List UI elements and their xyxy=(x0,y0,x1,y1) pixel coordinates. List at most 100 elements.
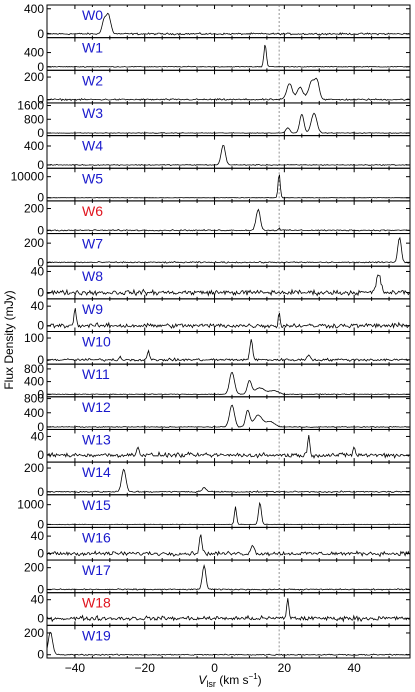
y-tick-label: 40 xyxy=(31,593,45,607)
spectrum-line xyxy=(46,563,410,591)
y-tick-label: 0 xyxy=(37,27,44,41)
spectrum-panel: 0 400 W4 xyxy=(24,135,411,172)
y-tick-label: 0 xyxy=(37,485,44,499)
y-tick-label: 800 xyxy=(24,392,44,406)
y-tick-label: 400 xyxy=(24,2,44,16)
panel-label: W7 xyxy=(82,236,103,252)
y-tick-label: 0 xyxy=(37,286,44,300)
spectrum-panel: 0 200 W19 xyxy=(24,624,411,662)
y-tick-label: 200 xyxy=(24,561,44,575)
y-tick-label: 0 xyxy=(37,611,44,625)
y-tick-label: 200 xyxy=(24,461,44,475)
spectrum-line xyxy=(46,371,410,396)
y-tick-label: 0 xyxy=(37,547,44,561)
y-tick-label: 800 xyxy=(24,362,44,376)
spectrum-panel: 0 200 W17 xyxy=(24,559,411,596)
spectrum-line xyxy=(46,144,410,166)
panel-label: W3 xyxy=(82,105,103,121)
spectrum-panel: 0 40 W9 xyxy=(31,298,411,333)
y-tick-label: 200 xyxy=(24,70,44,84)
panel-label: W15 xyxy=(82,497,111,513)
x-axis-label: Vlsr (km s−1) xyxy=(198,672,261,689)
spectrum-panel: 0 40 W16 xyxy=(31,526,411,561)
spectrum-panel: 0 40 W13 xyxy=(31,428,411,463)
y-tick-label: 200 xyxy=(24,626,44,640)
y-tick-label: 0 xyxy=(37,582,44,596)
y-tick-label: 40 xyxy=(31,529,45,543)
panel-label: W12 xyxy=(82,399,111,415)
y-tick-label: 1000 xyxy=(17,498,44,512)
panel-label: W5 xyxy=(82,170,103,186)
y-tick-label: 0 xyxy=(37,93,44,107)
y-tick-label: 1600 xyxy=(17,99,44,113)
spectrum-panel: 0 200 W6 xyxy=(24,200,411,237)
spectrum-panel: 0 200 W7 xyxy=(24,233,411,269)
y-axis-label: Flux Density (mJy) xyxy=(2,290,16,389)
panel-label: W1 xyxy=(82,40,103,56)
panel-label: W0 xyxy=(82,7,103,23)
x-tick-label: 20 xyxy=(278,661,292,675)
y-tick-label: 0 xyxy=(37,223,44,237)
y-tick-label: 0 xyxy=(37,420,44,434)
panel-label: W14 xyxy=(82,464,111,480)
y-tick-label: 0 xyxy=(37,387,44,401)
panel-label: W16 xyxy=(82,529,111,545)
spectrum-line xyxy=(46,174,410,199)
spectrum-line xyxy=(46,534,410,558)
spectrum-line xyxy=(46,404,410,428)
y-tick-label: 100 xyxy=(24,331,44,345)
spectrum-line xyxy=(46,598,410,623)
spectrum-line xyxy=(46,468,410,494)
y-tick-label: 0 xyxy=(37,648,44,662)
y-tick-label: 400 xyxy=(24,406,44,420)
spectrum-panel: 0 200 W2 xyxy=(24,69,411,107)
spectrum-line xyxy=(46,77,410,102)
spectrum-line xyxy=(47,501,410,526)
spectrum-line xyxy=(46,339,410,362)
spectrum-line xyxy=(47,112,410,134)
x-tick-label: −20 xyxy=(135,661,156,675)
x-tick-label: 0 xyxy=(211,661,218,675)
y-tick-label: 400 xyxy=(24,139,44,153)
panel-label: W4 xyxy=(82,138,103,154)
y-tick-label: 0 xyxy=(37,126,44,140)
panel-label: W13 xyxy=(82,431,111,447)
spectrum-panel: 0 40 W18 xyxy=(31,592,411,626)
spectrum-line xyxy=(46,236,410,264)
panel-label: W17 xyxy=(82,562,111,578)
y-tick-label: 800 xyxy=(24,112,44,126)
x-axis-label-close: ) xyxy=(258,673,262,687)
spectrum-line xyxy=(46,434,410,459)
y-tick-label: 40 xyxy=(31,429,45,443)
y-tick-label: 0 xyxy=(37,517,44,531)
spectrum-line xyxy=(46,631,410,657)
panel-label: W19 xyxy=(82,627,111,643)
y-tick-label: 0 xyxy=(37,319,44,333)
panel-label: W8 xyxy=(82,268,103,284)
spectrum-panel: 0 400 W0 xyxy=(24,2,411,41)
y-tick-label: 40 xyxy=(31,264,45,278)
spectrum-line xyxy=(46,274,410,297)
x-axis-label-sub: lsr xyxy=(206,679,216,689)
y-tick-label: 0 xyxy=(37,158,44,172)
spectrum-line xyxy=(46,208,410,232)
y-tick-label: 0 xyxy=(37,60,44,74)
panel-label: W9 xyxy=(82,301,103,317)
y-tick-label: 0 xyxy=(37,353,44,367)
spectrum-panel: 0 10000 W5 xyxy=(11,167,411,205)
spectrum-line xyxy=(46,308,410,330)
x-axis-label-unit: (km s xyxy=(216,673,249,687)
y-tick-label: 200 xyxy=(24,202,44,216)
x-tick-label: 40 xyxy=(347,661,361,675)
x-axis: −40 −20 0 20 40 xyxy=(65,661,361,675)
panel-label: W18 xyxy=(82,595,111,611)
y-tick-label: 400 xyxy=(24,375,44,389)
panel-label: W11 xyxy=(82,366,110,382)
y-tick-label: 0 xyxy=(37,191,44,205)
